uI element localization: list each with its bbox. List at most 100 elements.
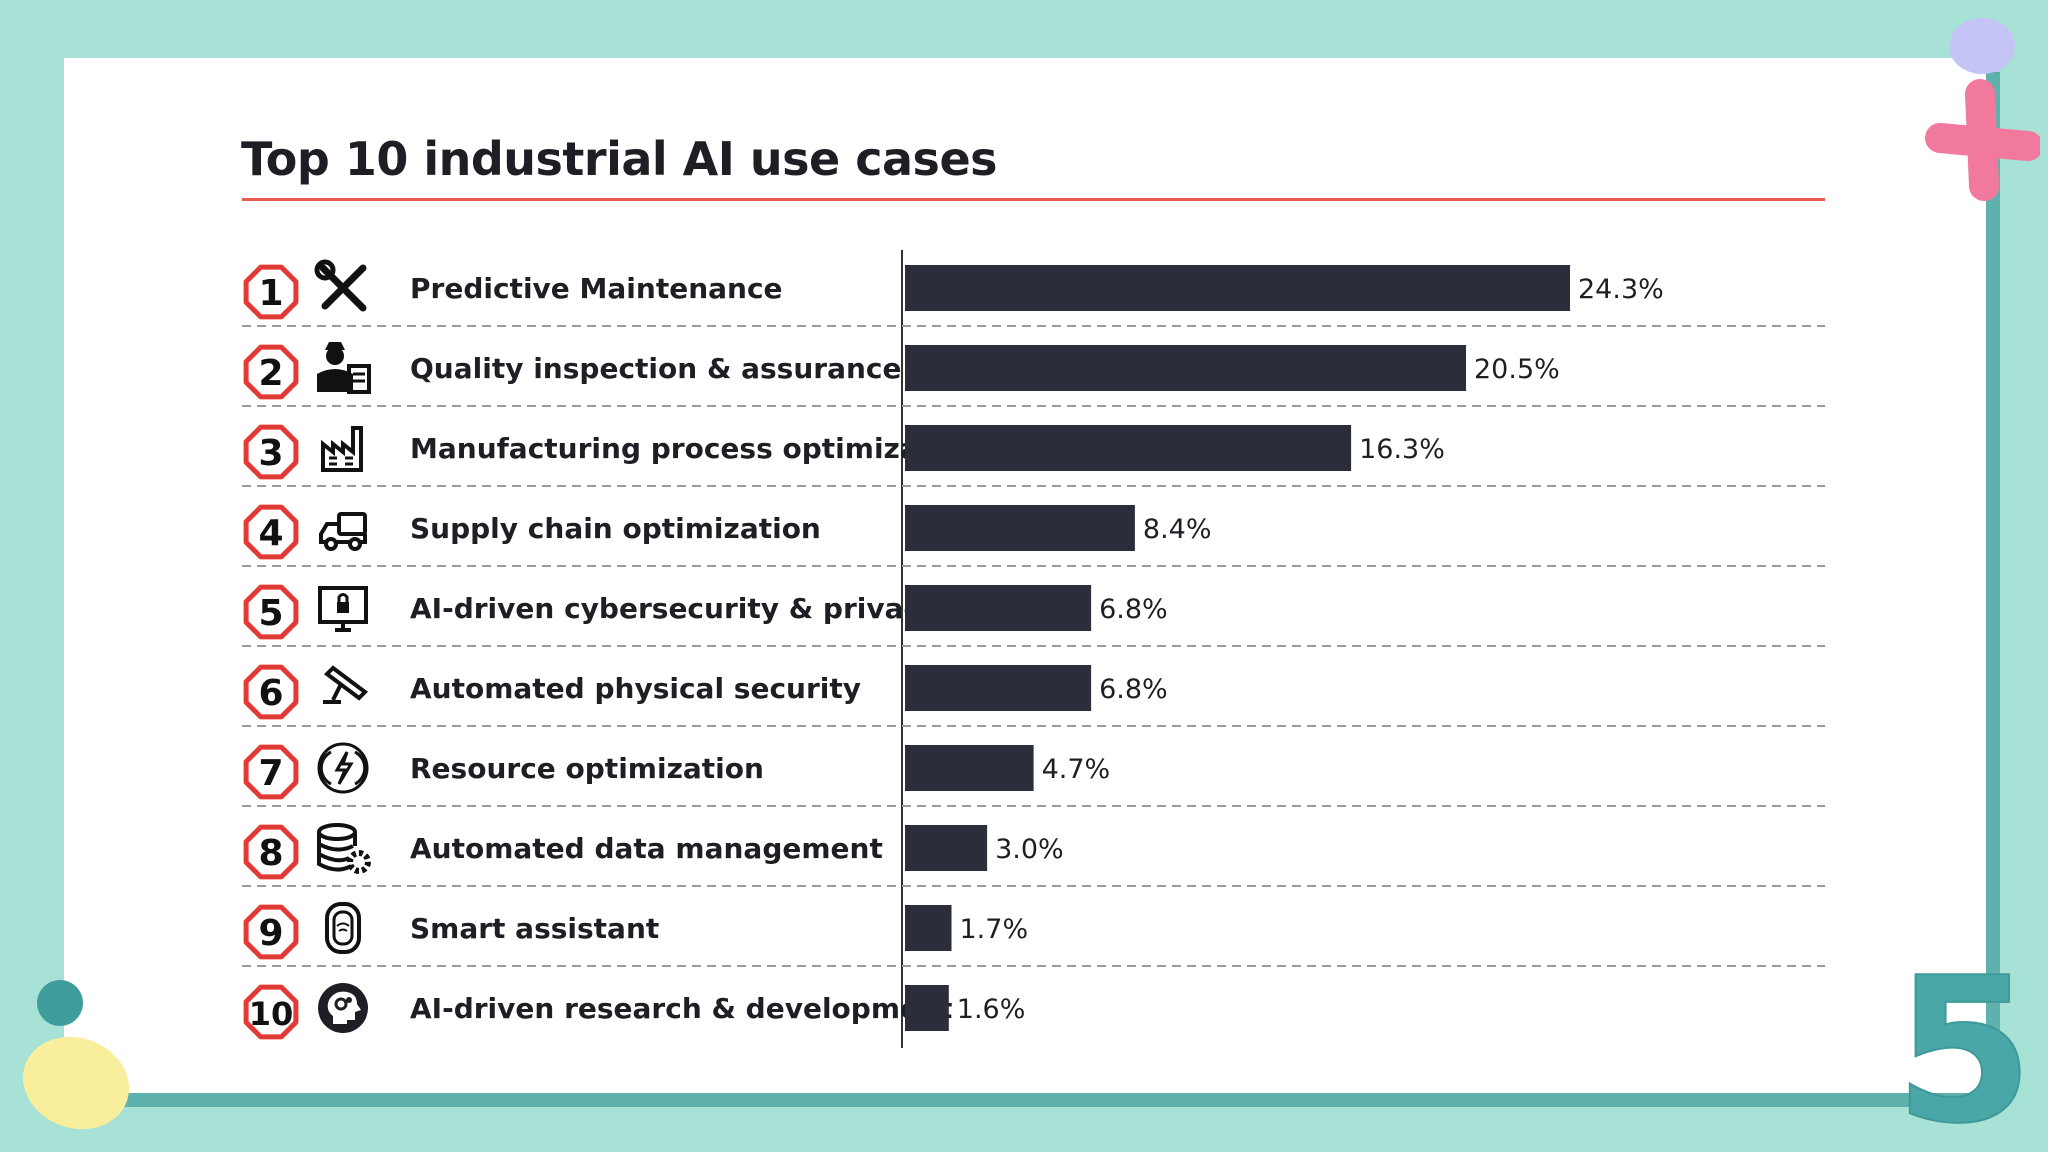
bar: [905, 905, 952, 951]
bar: [905, 825, 988, 871]
clipboard-lines: [353, 372, 365, 383]
category-label: Quality inspection & assurance: [410, 352, 902, 385]
rank-badge: 8: [243, 824, 299, 880]
rank-octagon: [243, 424, 299, 480]
category-label: Smart assistant: [410, 912, 659, 945]
gear-right: [346, 997, 352, 1003]
category-label: Automated physical security: [410, 672, 861, 705]
body: [317, 369, 353, 392]
camera-mount: [323, 683, 343, 704]
category-label: Predictive Maintenance: [410, 272, 783, 305]
category-label: AI-driven research & development: [410, 992, 952, 1025]
gear: [347, 850, 371, 874]
bar: [905, 265, 1570, 311]
bar-row-7: 7 Resource optimization 4.7%: [242, 742, 1825, 807]
decoration-shapes-bottom-left: [22, 980, 130, 1130]
clipboard: [347, 364, 371, 394]
value-label: 6.8%: [1099, 674, 1168, 705]
bar: [905, 345, 1466, 391]
screwdriver-shaft: [321, 264, 367, 310]
wheel-back: [348, 537, 362, 551]
lock-body: [337, 602, 349, 613]
chart-panel: [190, 100, 1850, 1050]
rank-octagon: [243, 824, 299, 880]
smart-speaker-icon: [325, 902, 361, 954]
rank-badge: 2: [243, 344, 299, 400]
category-label: Supply chain optimization: [410, 512, 821, 545]
slide-number: 5: [1894, 960, 2033, 1150]
bar: [905, 745, 1034, 791]
brain-gears-icon: [318, 983, 368, 1033]
cab: [319, 522, 367, 544]
rank-badge: 7: [243, 744, 299, 800]
category-label: Resource optimization: [410, 752, 764, 785]
bar-row-2: 2 Quality inspection & assurance 20.5%: [242, 342, 1825, 407]
db-top: [317, 823, 357, 841]
value-label: 20.5%: [1474, 354, 1560, 385]
yellow-blob: [22, 1036, 130, 1130]
value-label: 24.3%: [1578, 274, 1664, 305]
rank-number: 1: [258, 273, 283, 314]
rank-octagon: [243, 664, 299, 720]
value-label: 6.8%: [1099, 594, 1168, 625]
lavender-blob: [1949, 18, 2015, 74]
rank-number: 6: [258, 673, 283, 714]
truck-icon: [319, 512, 367, 551]
slide-number-graphic: 5: [1893, 960, 2034, 1150]
db-body: [317, 832, 357, 872]
bar-row-9: 9 Smart assistant 1.7%: [242, 902, 1825, 967]
title-underline: [242, 198, 1825, 201]
camera-body: [323, 665, 369, 701]
pink-plus-shape: [1925, 79, 2040, 201]
monitor-lock-icon: [318, 586, 368, 632]
bar: [905, 505, 1135, 551]
tools-icon: [314, 259, 367, 312]
bolt: [334, 751, 354, 785]
hard-hat: [325, 342, 345, 350]
ring: [317, 742, 369, 794]
bar-row-4: 4 Supply chain optimization 8.4%: [242, 504, 1825, 567]
rank-number: 4: [258, 513, 283, 554]
rank-badge: 5: [243, 584, 299, 640]
cargo: [337, 512, 367, 536]
factory-outline: [321, 426, 363, 472]
bar: [905, 985, 949, 1031]
rank-number: 2: [258, 353, 283, 394]
bar-row-10: 10 AI-driven research & development 1.6%: [243, 983, 1026, 1040]
value-label: 8.4%: [1143, 514, 1212, 545]
rank-number: 10: [249, 995, 294, 1033]
inspector-icon: [317, 342, 371, 394]
bar-row-6: 6 Automated physical security 6.8%: [242, 664, 1825, 727]
teal-dot: [37, 980, 83, 1026]
rank-badge: 10: [243, 984, 299, 1040]
chart-title: Top 10 industrial AI use cases: [241, 132, 998, 186]
lock-shackle: [337, 593, 349, 602]
rank-badge: 1: [243, 264, 299, 320]
security-camera-icon: [323, 665, 369, 704]
wheel-front: [324, 537, 338, 551]
bar-row-3: 3 Manufacturing process optimization 16.3%: [242, 424, 1825, 487]
head: [326, 347, 344, 365]
speaker-grille: [332, 910, 354, 946]
bar: [905, 665, 1092, 711]
value-label: 1.6%: [957, 994, 1026, 1025]
rank-badge: 3: [243, 424, 299, 480]
stand: [335, 622, 351, 632]
factory-windows: [329, 456, 353, 466]
rank-badge: 9: [243, 904, 299, 960]
rank-badge: 4: [243, 504, 299, 560]
bar-row-1: 1 Predictive Maintenance 24.3%: [242, 259, 1825, 327]
speaker-waves: [336, 922, 350, 932]
category-label: Manufacturing process optimization: [410, 432, 981, 465]
speaker-body: [325, 902, 361, 954]
rank-octagon: [243, 744, 299, 800]
rank-octagon: [243, 264, 299, 320]
rank-octagon: [243, 984, 299, 1040]
rank-octagon: [243, 504, 299, 560]
value-label: 3.0%: [995, 834, 1064, 865]
rank-octagon: [243, 584, 299, 640]
category-label: Automated data management: [410, 832, 883, 865]
rank-badge: 6: [243, 664, 299, 720]
rank-number: 8: [258, 833, 283, 874]
